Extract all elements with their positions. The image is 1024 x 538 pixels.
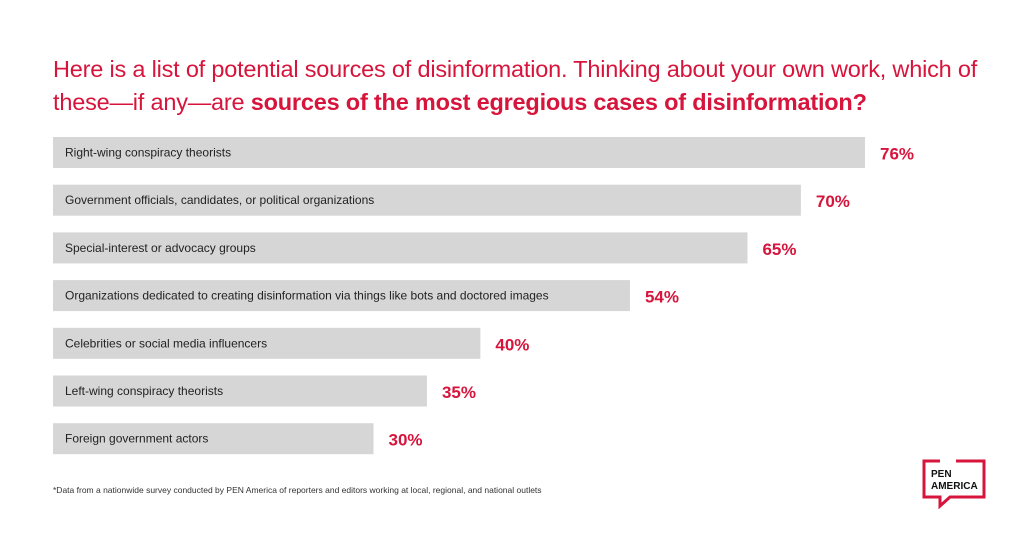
category-label: Government officials, candidates, or pol… xyxy=(65,193,374,207)
pen-america-logo: PEN AMERICA xyxy=(922,459,986,509)
chart-title: Here is a list of potential sources of d… xyxy=(53,53,1013,119)
svg-text:AMERICA: AMERICA xyxy=(931,481,978,492)
category-label: Foreign government actors xyxy=(65,432,208,446)
category-label: Left-wing conspiracy theorists xyxy=(65,384,223,398)
bar xyxy=(53,232,748,264)
value-label: 40% xyxy=(495,335,529,354)
bar xyxy=(53,137,865,168)
category-label: Celebrities or social media influencers xyxy=(65,336,267,350)
value-label: 70% xyxy=(816,192,850,211)
bar xyxy=(53,327,481,359)
value-label: 76% xyxy=(880,145,914,164)
value-label: 35% xyxy=(442,383,476,402)
footnote: *Data from a nationwide survey conducted… xyxy=(53,485,542,495)
bar-chart: Right-wing conspiracy theorists 76% Govern… xyxy=(53,137,914,455)
value-label: 54% xyxy=(645,288,679,307)
title-bold: sources of the most egregious cases of d… xyxy=(250,89,867,115)
value-label: 30% xyxy=(389,431,423,450)
bar xyxy=(53,423,374,455)
bar xyxy=(53,375,427,407)
title-plain: Here is a list of potential sources of d… xyxy=(53,56,978,115)
svg-text:PEN: PEN xyxy=(931,469,952,480)
category-label: Organizations dedicated to creating disi… xyxy=(65,289,549,303)
category-label: Special-interest or advocacy groups xyxy=(65,241,256,255)
bar xyxy=(53,280,630,312)
category-label: Right-wing conspiracy theorists xyxy=(65,146,231,160)
value-label: 65% xyxy=(762,240,796,259)
bar xyxy=(53,184,801,216)
